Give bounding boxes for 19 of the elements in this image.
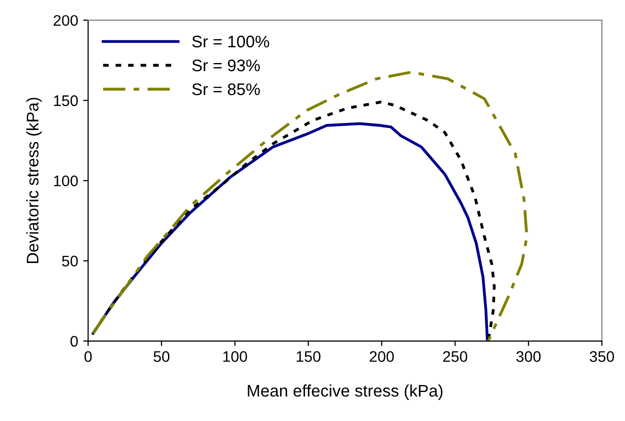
- legend-label: Sr = 100%: [192, 36, 270, 48]
- x-tick-label: 300: [516, 351, 541, 362]
- y-axis-title: Deviatoric stress (kPa): [26, 98, 42, 264]
- x-tick-label: 50: [154, 351, 170, 362]
- y-tick-label: 200: [54, 15, 78, 26]
- line-series: [92, 70, 528, 342]
- x-tick-label: 250: [443, 351, 468, 362]
- legend-label: Sr = 93%: [192, 60, 260, 72]
- x-tick-label: 200: [370, 351, 394, 362]
- x-tick-label: 100: [223, 351, 248, 362]
- x-tick-label: 150: [296, 351, 320, 362]
- y-tick-label: 0: [70, 336, 78, 347]
- y-tick-label: 150: [54, 95, 78, 106]
- legend-label: Sr = 85%: [192, 83, 260, 96]
- y-tick-label: 50: [62, 256, 78, 266]
- y-tick-label: 100: [54, 175, 78, 186]
- x-tick-label: 0: [84, 351, 92, 362]
- x-axis-title: Mean effecive stress (kPa): [248, 384, 442, 400]
- x-tick-label: 350: [590, 351, 614, 362]
